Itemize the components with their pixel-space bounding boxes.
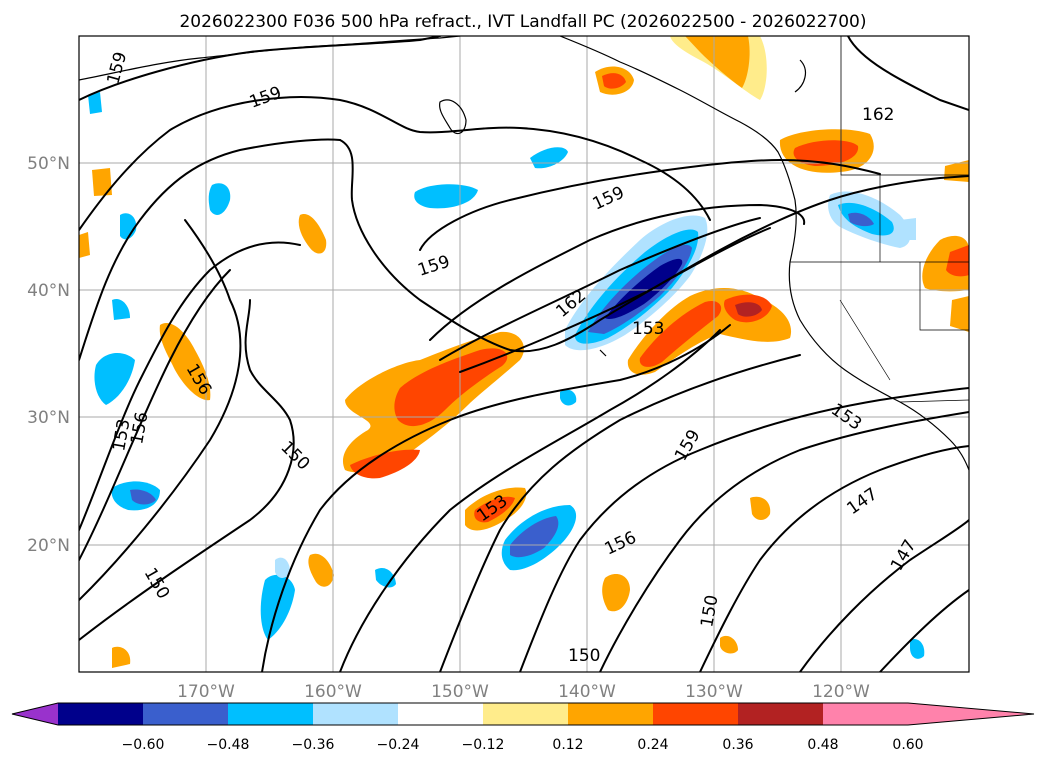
- colorbar-extend-right: [908, 703, 1034, 725]
- colorbar-tick-label: 0.12: [552, 737, 583, 753]
- colorbar-tick-label: −0.36: [292, 737, 335, 753]
- colorbar-swatch: [398, 703, 483, 725]
- latitude-labels: 50°N 40°N 30°N 20°N: [27, 154, 70, 556]
- lon-label: 120°W: [812, 682, 870, 702]
- colorbar-swatch: [228, 703, 313, 725]
- lon-label: 140°W: [558, 682, 616, 702]
- lat-label: 20°N: [27, 536, 70, 556]
- colorbar-tick-label: 0.24: [637, 737, 668, 753]
- colorbar-swatch: [483, 703, 568, 725]
- colorbar-extend-left: [12, 703, 58, 725]
- lat-label: 50°N: [27, 154, 70, 174]
- lon-label: 150°W: [431, 682, 489, 702]
- colorbar-tick-label: −0.48: [207, 737, 250, 753]
- contour-label: 162: [862, 105, 894, 125]
- lon-label: 170°W: [177, 682, 235, 702]
- colorbar-tick-label: −0.24: [377, 737, 420, 753]
- map-frame: [78, 35, 970, 673]
- contour-label: 150: [568, 646, 600, 666]
- contour-label: 153: [632, 319, 664, 339]
- map-area: 159 159 162 159 159 162 153 156 153 156 …: [79, 36, 969, 672]
- colorbar-tick-label: 0.36: [722, 737, 753, 753]
- colorbar-swatch: [568, 703, 653, 725]
- colorbar-swatch: [653, 703, 738, 725]
- colorbar-swatch: [313, 703, 398, 725]
- colorbar-tick-label: −0.60: [122, 737, 165, 753]
- colorbar-tick-label: 0.48: [807, 737, 838, 753]
- contours: [79, 36, 969, 672]
- colorbar-swatch: [738, 703, 823, 725]
- longitude-labels: 170°W 160°W 150°W 140°W 130°W 120°W: [177, 682, 870, 702]
- map-title: 2026022300 F036 500 hPa refract., IVT La…: [179, 12, 866, 32]
- lat-label: 30°N: [27, 408, 70, 428]
- lon-label: 130°W: [685, 682, 743, 702]
- colorbar-tick-label: −0.12: [462, 737, 505, 753]
- lat-label: 40°N: [27, 281, 70, 301]
- colorbar-swatch: [143, 703, 228, 725]
- lon-label: 160°W: [304, 682, 362, 702]
- colorbar-swatch: [823, 703, 908, 725]
- colorbar-tick-label: 0.60: [892, 737, 923, 753]
- shaded-field: [79, 36, 969, 668]
- colorbar-swatch: [58, 703, 143, 725]
- colorbar: −0.60 −0.48 −0.36 −0.24 −0.12 0.12 0.24 …: [11, 702, 1035, 753]
